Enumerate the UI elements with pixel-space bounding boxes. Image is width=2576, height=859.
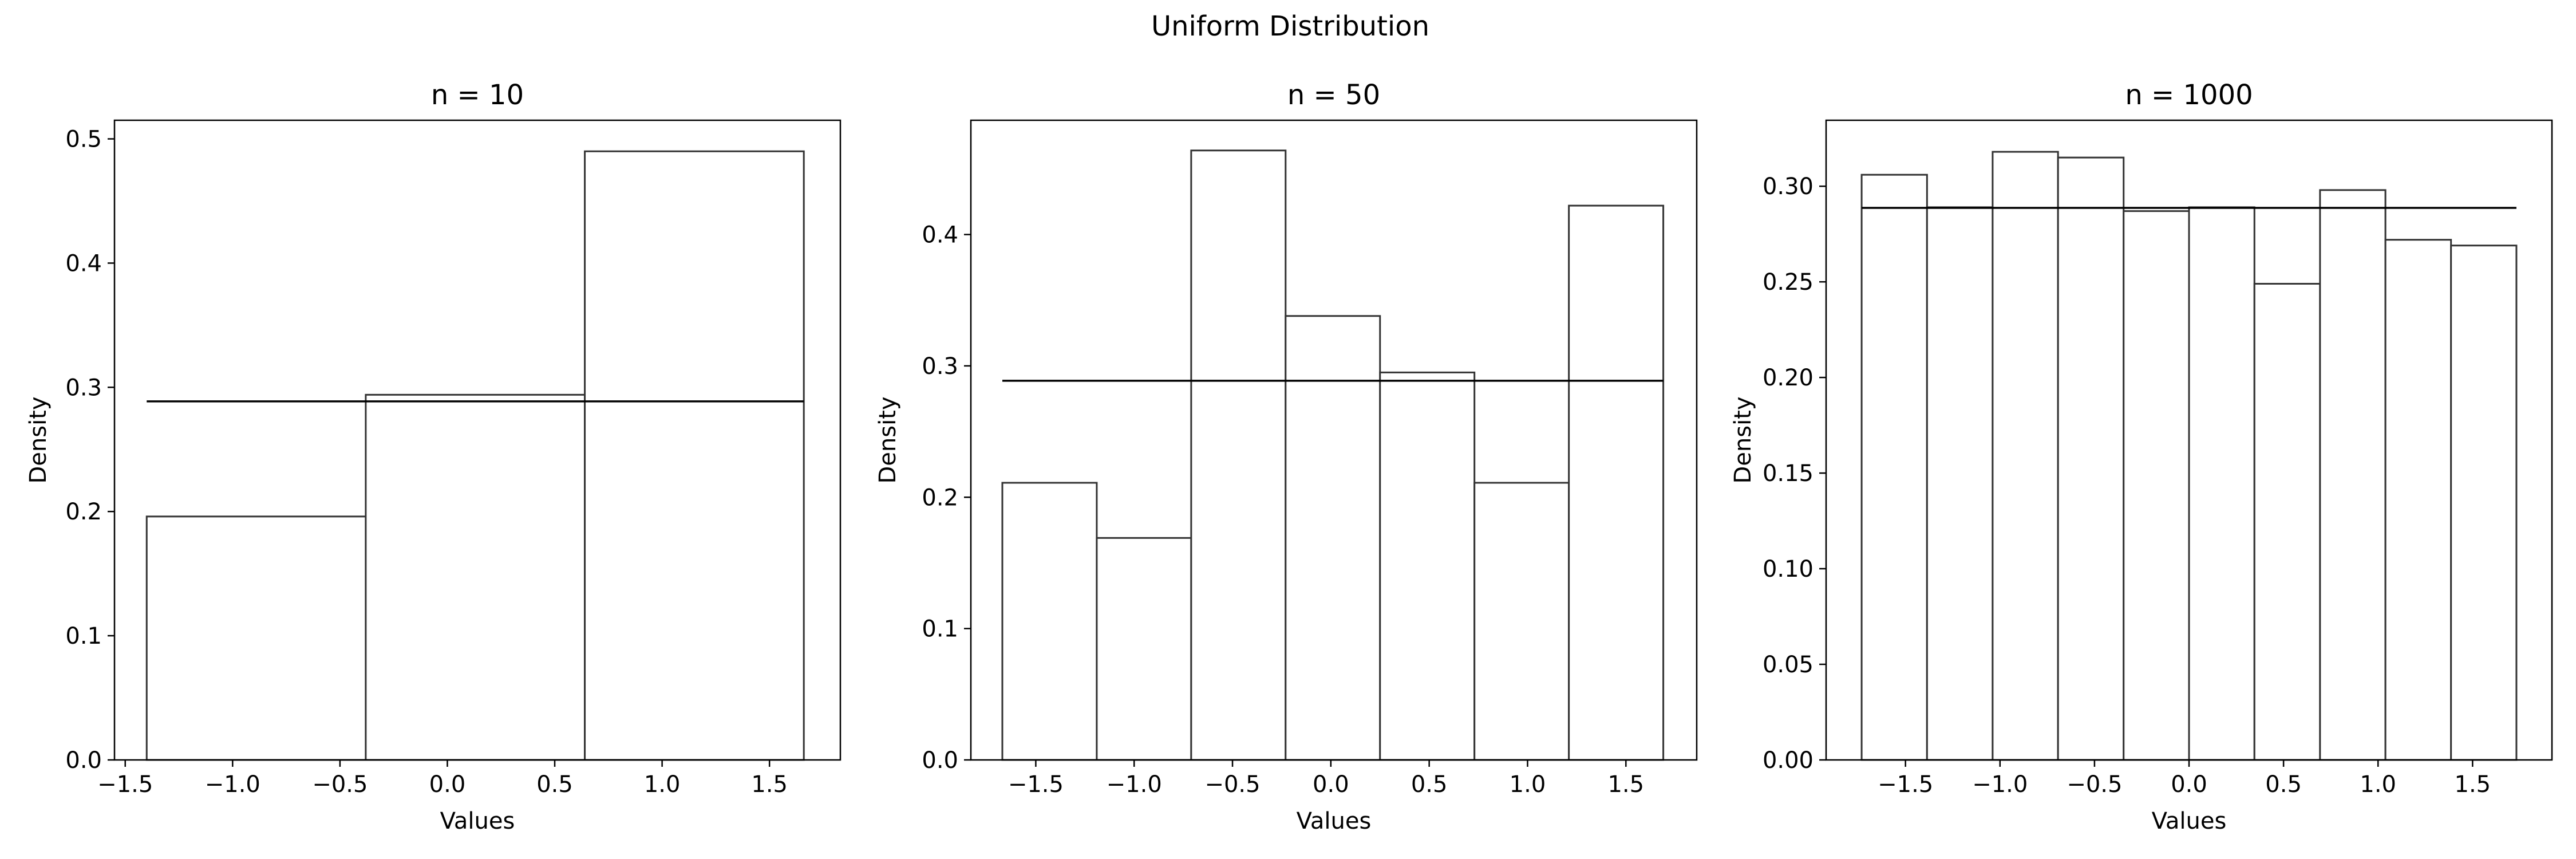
panel-title: n = 10 — [431, 79, 524, 111]
x-axis-label: Values — [440, 808, 515, 834]
y-tick-label: 0.1 — [922, 616, 958, 643]
x-tick-label: −1.0 — [1972, 771, 2028, 798]
y-tick-label: 0.2 — [65, 499, 102, 525]
histogram-panel-n50: −1.5 −1.0 −0.5 0.0 0.5 1.0 1.5 0.0 0.1 0.2 0.3 0.4 n… — [875, 79, 1698, 834]
axes-frame — [113, 119, 841, 761]
y-tick-label: 0.3 — [65, 375, 102, 401]
y-tick-label: 0.05 — [1763, 652, 1814, 678]
y-axis-label: Density — [875, 396, 901, 483]
histogram-bar — [2319, 189, 2387, 761]
histogram-bar — [2253, 283, 2321, 761]
y-tick-label: 0.4 — [65, 250, 102, 277]
axes-frame — [970, 119, 1698, 761]
histogram-bar — [1860, 174, 1928, 761]
x-tick-label: 0.0 — [1313, 771, 1349, 798]
y-tick-label: 0.15 — [1763, 460, 1814, 487]
histogram-bar — [2123, 210, 2190, 761]
y-tick-label: 0.00 — [1763, 747, 1814, 774]
x-tick-label: −0.5 — [312, 771, 368, 798]
histogram-bar — [1992, 151, 2059, 761]
histogram-bar — [145, 515, 367, 761]
x-tick-label: 0.5 — [1411, 771, 1448, 798]
histogram-bar — [1285, 315, 1381, 761]
histogram-panel-n10: −1.5 −1.0 −0.5 0.0 0.5 1.0 1.5 0.0 0.1 0.2 0.3 0.4 0… — [25, 79, 841, 834]
x-tick-label: 0.5 — [536, 771, 573, 798]
x-tick-label: −1.0 — [205, 771, 260, 798]
histogram-bar — [2057, 156, 2125, 761]
y-tick-label: 0.10 — [1763, 556, 1814, 582]
y-axis-label: Density — [25, 396, 52, 483]
x-tick-label: 1.5 — [1607, 771, 1644, 798]
x-tick-label: −1.5 — [1008, 771, 1064, 798]
y-axis-label: Density — [1730, 396, 1756, 483]
histogram-bar — [1096, 537, 1192, 761]
x-tick-label: −1.5 — [1878, 771, 1933, 798]
histogram-bar — [1568, 204, 1665, 761]
x-tick-label: −0.5 — [2067, 771, 2122, 798]
histogram-bar — [1926, 206, 1994, 761]
y-tick-label: 0.4 — [922, 222, 958, 249]
histogram-bar — [365, 393, 586, 761]
histogram-bar — [584, 150, 805, 761]
panel-title: n = 1000 — [2125, 79, 2253, 111]
x-tick-label: −1.5 — [97, 771, 153, 798]
y-tick-label: 0.5 — [65, 127, 102, 153]
histogram-bar — [1001, 482, 1098, 761]
y-tick-label: 0.25 — [1763, 269, 1814, 295]
histogram-bar — [1473, 482, 1570, 761]
y-tick-label: 0.20 — [1763, 365, 1814, 391]
x-tick-label: 1.0 — [1510, 771, 1546, 798]
histogram-bar — [1190, 149, 1287, 761]
x-tick-label: −1.0 — [1107, 771, 1162, 798]
histogram-bar — [1379, 371, 1476, 761]
y-tick-label: 0.2 — [922, 484, 958, 511]
x-tick-label: 0.0 — [2171, 771, 2207, 798]
x-axis-label: Values — [2152, 808, 2227, 834]
y-tick-label: 0.3 — [922, 353, 958, 380]
x-tick-label: 1.0 — [644, 771, 681, 798]
x-tick-label: 0.0 — [429, 771, 466, 798]
x-tick-label: 1.0 — [2360, 771, 2396, 798]
panel-title: n = 50 — [1287, 79, 1380, 111]
x-tick-label: 1.5 — [2455, 771, 2491, 798]
figure-suptitle: Uniform Distribution — [1151, 10, 1429, 42]
x-axis-label: Values — [1297, 808, 1372, 834]
histogram-bar — [2384, 239, 2452, 761]
x-tick-label: 0.5 — [2265, 771, 2302, 798]
histogram-bar — [2188, 206, 2255, 761]
y-tick-label: 0.0 — [65, 747, 102, 774]
histogram-bar — [2450, 245, 2518, 761]
x-tick-label: 1.5 — [751, 771, 788, 798]
y-tick-label: 0.1 — [65, 623, 102, 649]
y-tick-label: 0.0 — [922, 747, 958, 774]
x-tick-label: −0.5 — [1204, 771, 1260, 798]
y-tick-label: 0.30 — [1763, 174, 1814, 200]
histogram-panel-n1000: −1.5 −1.0 −0.5 0.0 0.5 1.0 1.5 0.00 0.05 0.10 0.15… — [1730, 79, 2553, 834]
